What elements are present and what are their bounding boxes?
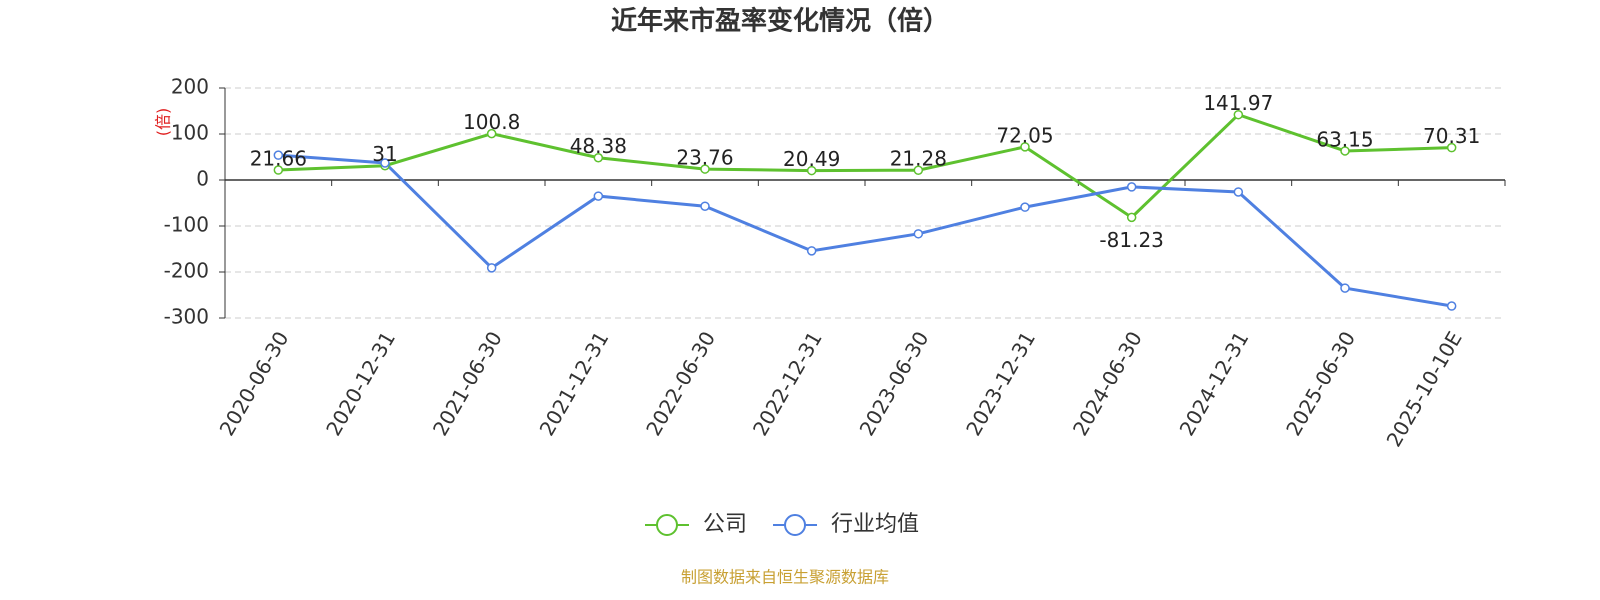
x-tick-label: 2024-12-31 xyxy=(1175,327,1254,440)
data-point xyxy=(593,191,604,201)
x-tick-label: 2020-12-31 xyxy=(321,327,400,440)
data-point xyxy=(700,201,710,211)
legend-label: 公司 xyxy=(703,512,747,537)
data-label: 70.31 xyxy=(1423,124,1480,148)
data-label: 100.8 xyxy=(463,110,520,134)
data-label: 23.76 xyxy=(676,146,733,170)
legend-label: 行业均值 xyxy=(831,512,919,537)
x-tick-label: 2025-06-30 xyxy=(1281,327,1360,440)
data-point xyxy=(1233,187,1244,197)
data-point xyxy=(806,165,817,176)
data-point xyxy=(593,152,604,163)
data-point xyxy=(486,263,497,273)
data-point xyxy=(913,165,924,175)
legend-marker xyxy=(656,514,678,536)
data-point xyxy=(806,246,817,256)
y-tick-label: -300 xyxy=(164,305,209,329)
data-point xyxy=(486,128,497,139)
data-point xyxy=(1446,301,1457,311)
data-label: 48.38 xyxy=(570,134,627,158)
x-tick-label: 2021-06-30 xyxy=(428,327,507,440)
y-axis-label: (倍) xyxy=(154,108,173,137)
data-label: 21.66 xyxy=(250,147,307,171)
data-point xyxy=(1020,142,1030,152)
x-tick-label: 2023-06-30 xyxy=(855,327,934,440)
data-point xyxy=(700,164,710,174)
data-point xyxy=(1340,146,1350,156)
data-label: 21.28 xyxy=(890,147,947,171)
y-tick-label: -200 xyxy=(164,259,209,283)
data-label: 141.97 xyxy=(1203,91,1273,115)
series-line xyxy=(278,153,1452,308)
data-point xyxy=(1126,212,1137,223)
source-note: 制图数据来自恒生聚源数据库 xyxy=(681,568,889,587)
data-label: 31 xyxy=(372,142,397,166)
data-point xyxy=(273,150,284,160)
x-tick-label: 2022-06-30 xyxy=(641,327,720,440)
data-point xyxy=(913,229,924,239)
data-point xyxy=(380,158,390,168)
x-tick-label: 2020-06-30 xyxy=(215,327,294,440)
x-tick-label: 2023-12-31 xyxy=(961,327,1040,440)
data-point xyxy=(1340,283,1350,293)
data-point xyxy=(273,165,284,175)
y-tick-label: -100 xyxy=(164,213,209,237)
y-tick-label: 0 xyxy=(196,167,209,191)
series-line xyxy=(278,112,1452,220)
data-label: 20.49 xyxy=(783,147,840,171)
x-tick-label: 2025-10-10E xyxy=(1382,327,1467,451)
y-tick-label: 100 xyxy=(171,121,209,145)
y-tick-label: 200 xyxy=(171,75,209,99)
data-point xyxy=(1020,202,1030,212)
data-point xyxy=(1446,142,1457,153)
x-tick-label: 2021-12-31 xyxy=(535,327,614,440)
chart-title: 近年来市盈率变化情况（倍） xyxy=(611,6,949,37)
data-label: -81.23 xyxy=(1099,228,1163,252)
legend-marker xyxy=(784,514,807,536)
data-label: 63.15 xyxy=(1316,127,1373,151)
data-point xyxy=(1126,182,1137,192)
x-tick-label: 2022-12-31 xyxy=(748,327,827,440)
data-point xyxy=(1233,109,1244,120)
data-label: 72.05 xyxy=(996,123,1053,147)
x-tick-label: 2024-06-30 xyxy=(1068,327,1147,440)
